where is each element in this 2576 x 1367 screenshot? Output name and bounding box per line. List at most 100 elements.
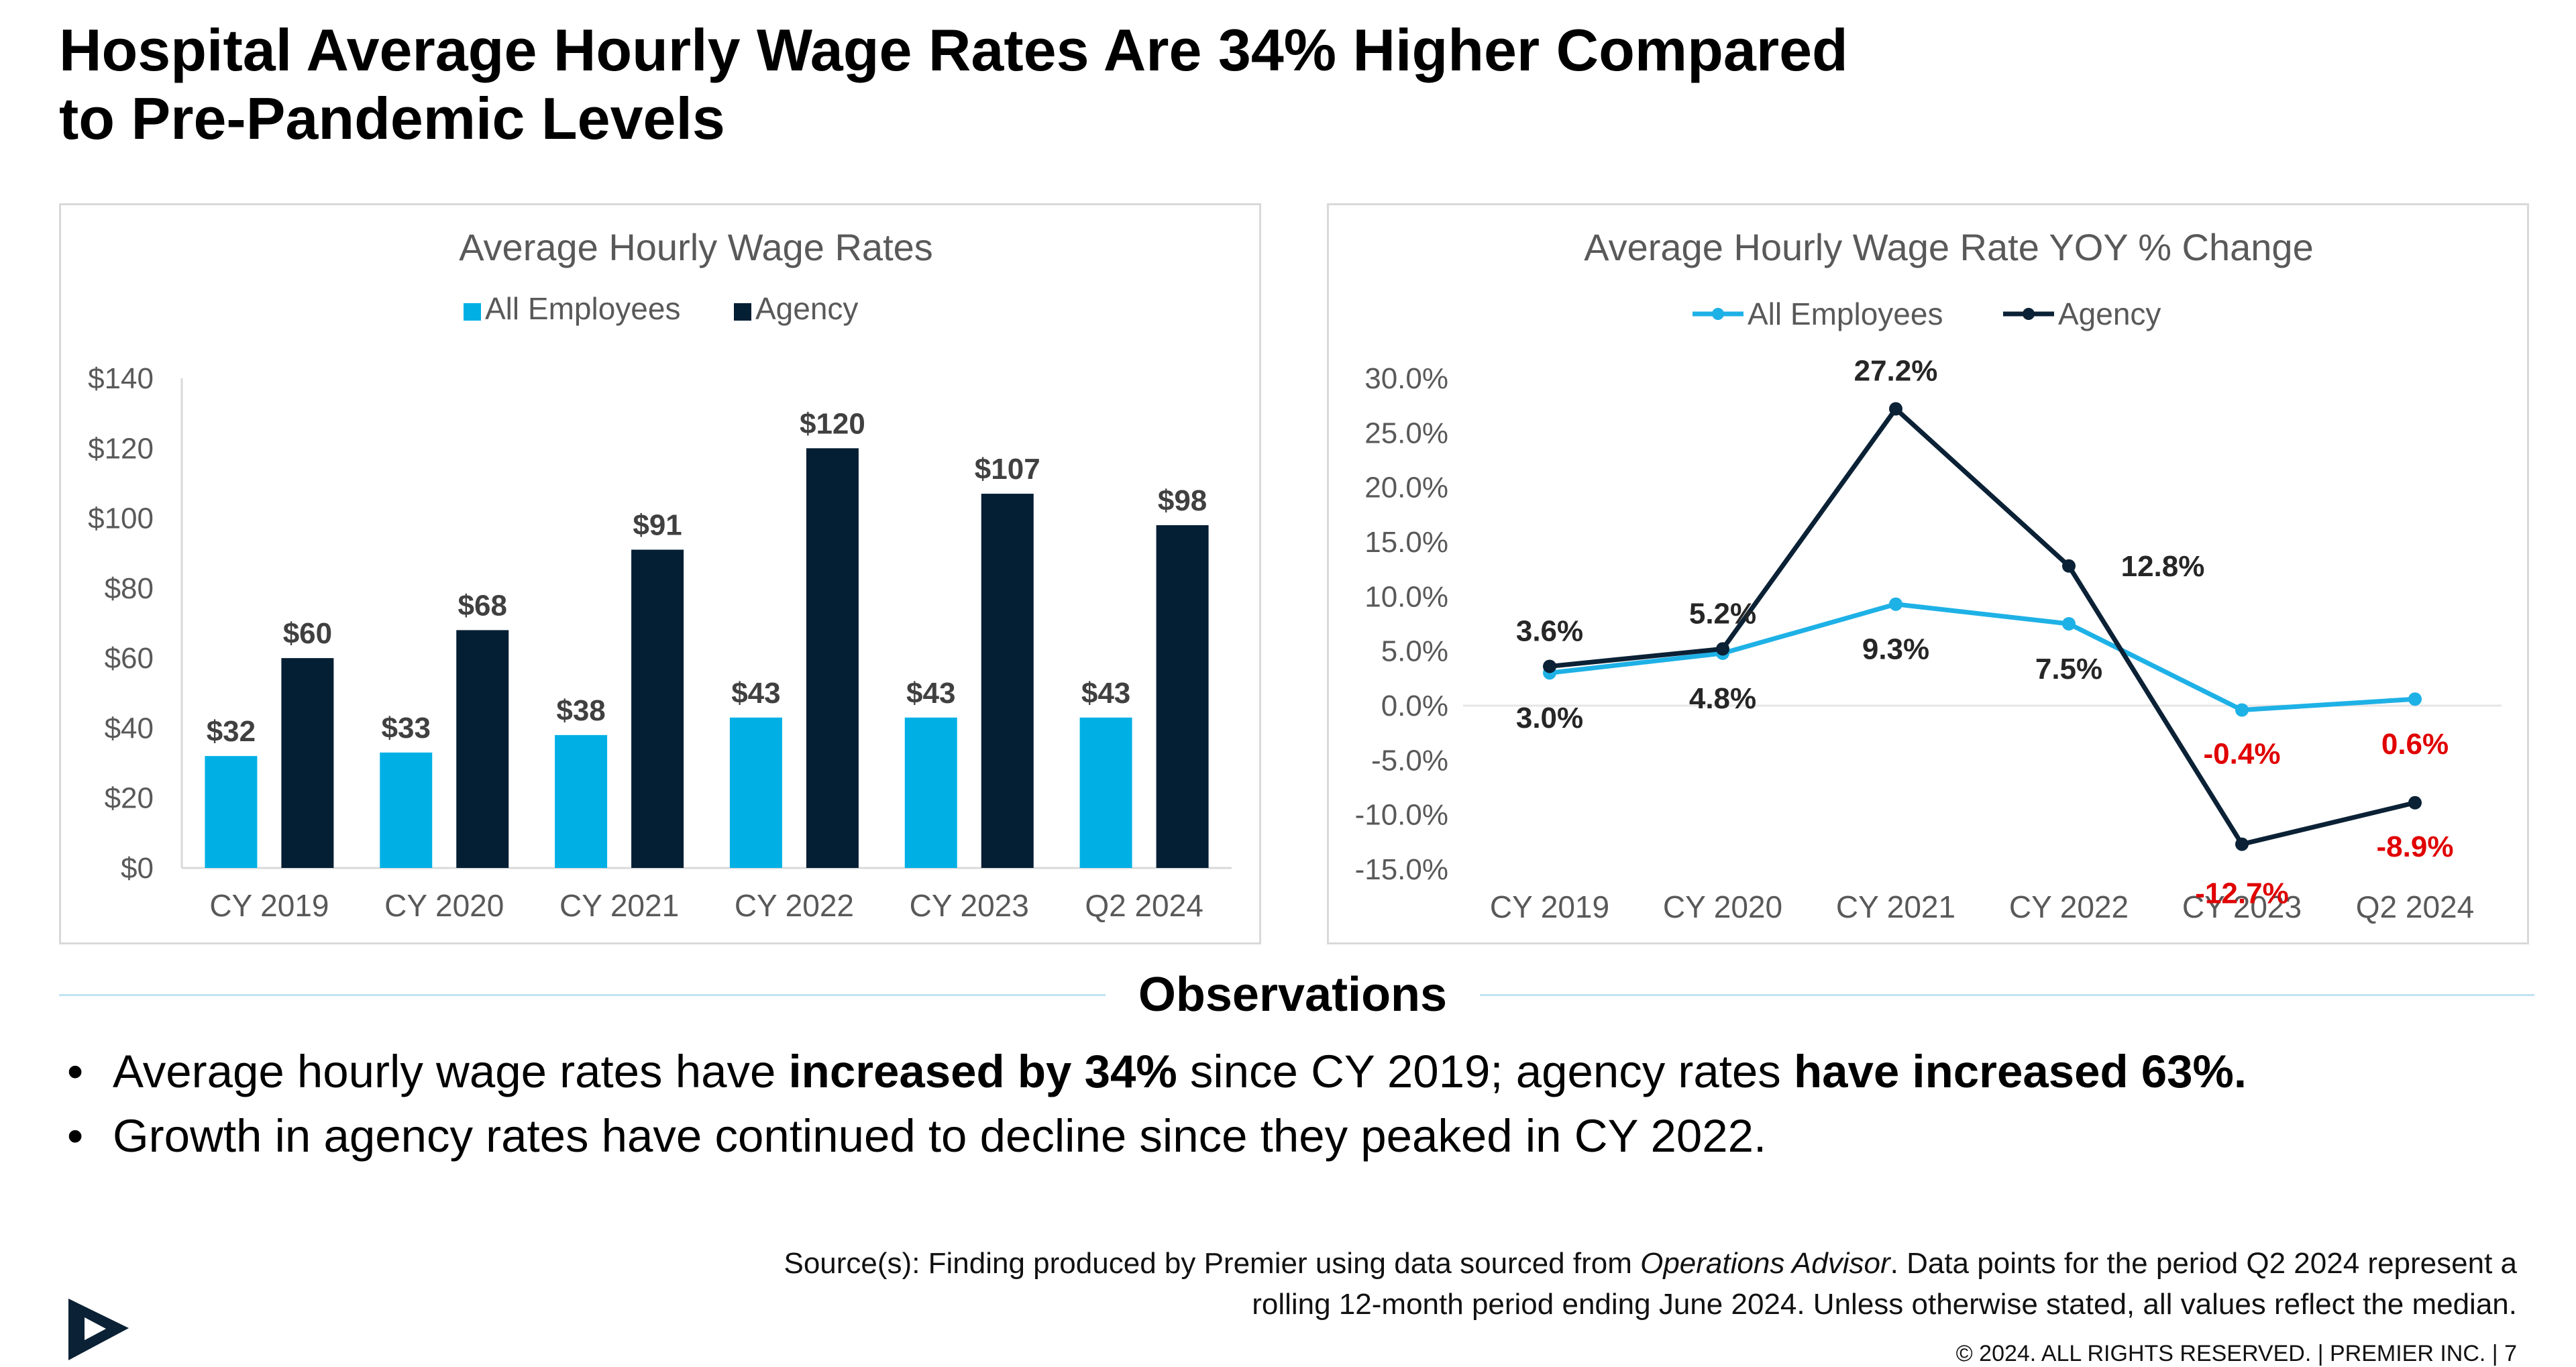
data-point [2235,703,2249,717]
chart-title: Average Hourly Wage Rates [459,226,933,268]
bar [281,658,334,868]
legend-marker [2023,308,2035,320]
bar [1156,525,1209,868]
series-line [1549,602,2416,713]
y-tick-label: 0.0% [1381,690,1448,722]
data-label: $98 [1158,484,1207,517]
y-tick-label: $100 [88,502,154,535]
y-tick-label: $40 [105,712,154,745]
data-label: -12.7% [2195,877,2288,910]
data-label: $120 [800,407,865,440]
x-tick-label: CY 2023 [2182,889,2302,924]
bar [904,717,957,868]
data-label: -0.4% [2204,738,2281,771]
data-label: $33 [382,712,431,745]
bar [806,448,859,868]
bar [456,630,509,868]
observation-item: • Growth in agency rates have continued … [67,1104,2549,1168]
data-label: 5.2% [1689,597,1756,630]
data-label: $91 [633,509,682,542]
observations-divider-right [1480,994,2534,996]
observation-text: Average hourly wage rates have [113,1046,789,1097]
x-tick-label: Q2 2024 [1085,888,1203,923]
series-line [1549,406,2416,847]
data-label: 27.2% [1854,355,1938,388]
y-tick-label: 10.0% [1364,580,1448,613]
data-label: 3.0% [1516,702,1583,734]
y-tick-label: 15.0% [1364,526,1448,559]
y-tick-label: $20 [105,782,154,815]
data-point [2062,617,2076,631]
line-chart: Average Hourly Wage Rate YOY % Change All… [1355,226,2502,924]
data-label: $43 [1081,677,1130,710]
y-tick-label: 25.0% [1364,417,1448,449]
bar-chart: Average Hourly Wage Rates All Employees Ag… [88,226,1232,923]
line-chart-panel: Average Hourly Wage Rate YOY % Change All… [1327,203,2529,944]
bullet-marker: • [67,1046,84,1097]
bar [981,494,1034,868]
legend-marker [1712,308,1724,320]
legend-label: All Employees [1748,296,1943,331]
data-point [2235,837,2249,851]
bullet-marker: • [67,1110,84,1162]
data-label: 4.8% [1689,682,1756,715]
data-label: $60 [283,617,332,650]
y-tick-label: $140 [88,362,154,395]
x-tick-label: CY 2023 [910,888,1029,923]
data-label: -8.9% [2377,830,2454,863]
bar [205,756,258,868]
bar [1079,717,1132,868]
source-note: Source(s): Finding produced by Premier u… [773,1243,2517,1325]
data-label: $43 [731,677,780,710]
bar [555,734,608,868]
legend-label: Agency [755,291,858,326]
data-point [1716,642,1729,656]
data-point [2062,559,2076,573]
legend-label: Agency [2058,296,2161,331]
y-tick-label: 30.0% [1364,362,1448,395]
x-tick-label: Q2 2024 [2356,889,2474,924]
bar [729,717,782,868]
data-point [2408,692,2422,706]
observation-emphasis: have increased 63%. [1793,1046,2247,1097]
data-label: 9.3% [1862,633,1929,666]
source-product-name: Operations Advisor [1640,1247,1890,1280]
chart-title: Average Hourly Wage Rate YOY % Change [1584,226,2313,268]
chart-legend: All Employees Agency [464,291,858,326]
x-tick-label: CY 2019 [1490,889,1609,924]
slide-title-line-2: to Pre-Pandemic Levels [59,85,725,152]
bar [631,549,684,868]
y-tick-label: -15.0% [1355,853,1448,886]
observation-emphasis: increased by 34% [788,1046,1177,1097]
data-label: $107 [975,453,1040,486]
x-tick-label: CY 2022 [2009,889,2129,924]
x-tick-label: CY 2019 [209,888,329,923]
legend-swatch [464,303,481,321]
legend-swatch [734,303,751,321]
source-text: Source(s): Finding produced by Premier u… [784,1247,1641,1280]
chart-legend: All Employees Agency [1693,296,2161,331]
x-tick-label: CY 2020 [384,888,504,923]
premier-logo-icon [68,1299,129,1360]
data-label: $32 [207,715,256,748]
y-tick-label: $60 [105,642,154,675]
observations-heading: Observations [1138,968,1448,1022]
data-point [2408,796,2422,810]
observation-text: Growth in agency rates have continued to… [113,1110,1767,1162]
data-point [1543,659,1556,673]
y-tick-label: -10.0% [1355,799,1448,832]
y-tick-label: $80 [105,572,154,605]
data-label: $38 [556,694,605,727]
data-point [1889,402,1902,416]
x-tick-label: CY 2022 [735,888,854,923]
data-label: 7.5% [2035,653,2102,686]
bar-chart-panel: Average Hourly Wage Rates All Employees Ag… [59,203,1261,944]
y-tick-label: $120 [88,432,154,465]
slide-title: Hospital Average Hourly Wage Rates Are 3… [59,16,2206,153]
footer-copyright: © 2024. ALL RIGHTS RESERVED. | PREMIER I… [1955,1341,2517,1366]
observation-item: • Average hourly wage rates have increas… [67,1040,2549,1104]
legend-label: All Employees [485,291,680,326]
observations-divider-left [59,994,1106,996]
slide-title-line-1: Hospital Average Hourly Wage Rates Are 3… [59,17,1848,83]
x-tick-label: CY 2021 [559,888,679,923]
